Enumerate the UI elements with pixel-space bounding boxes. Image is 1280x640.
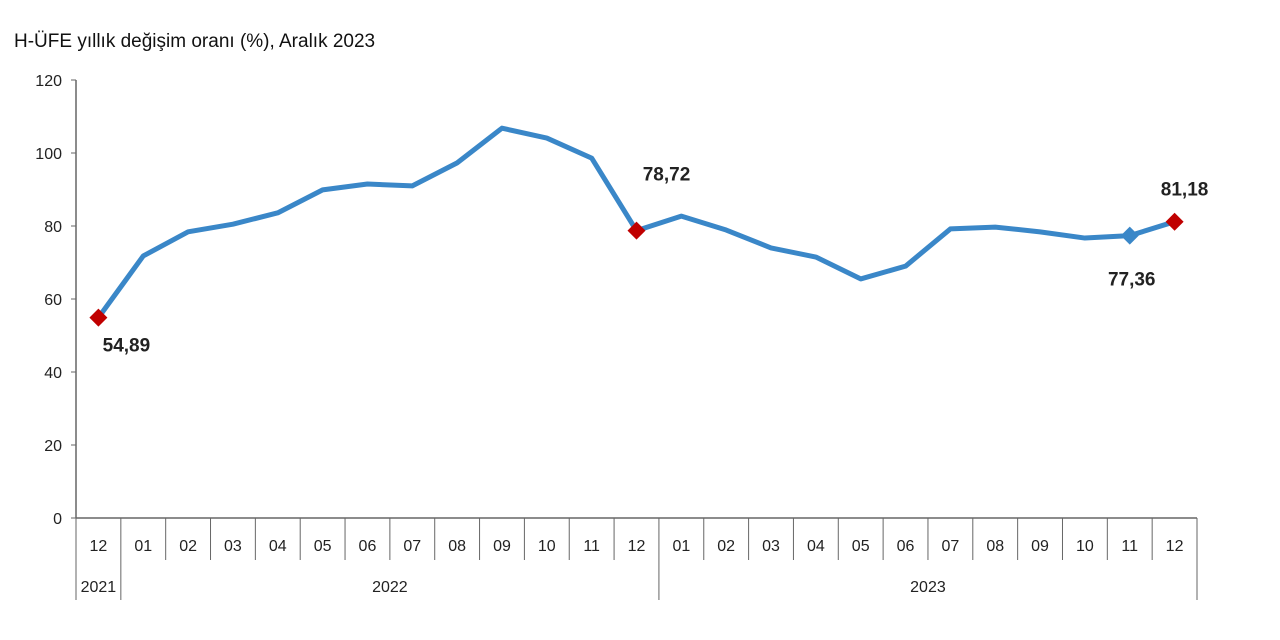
x-tick-label: 04 (269, 538, 287, 555)
x-tick-label: 12 (1166, 538, 1184, 555)
y-tick-label: 60 (44, 292, 62, 309)
x-tick-label: 02 (179, 538, 197, 555)
x-tick-label: 04 (807, 538, 825, 555)
x-tick-label: 01 (672, 538, 690, 555)
diamond-marker (627, 221, 646, 240)
x-tick-label: 01 (134, 538, 152, 555)
y-tick-label: 40 (44, 365, 62, 382)
x-year-label: 2023 (910, 579, 946, 596)
x-tick-label: 07 (403, 538, 421, 555)
x-tick-label: 05 (314, 538, 332, 555)
x-tick-label: 07 (941, 538, 959, 555)
y-tick-label: 80 (44, 219, 62, 236)
x-tick-label: 09 (493, 538, 511, 555)
data-label: 78,72 (643, 165, 691, 186)
x-year-label: 2022 (372, 579, 408, 596)
x-tick-label: 02 (717, 538, 735, 555)
diamond-marker (1165, 212, 1184, 231)
x-tick-label: 12 (628, 538, 646, 555)
y-tick-label: 100 (35, 146, 62, 163)
x-tick-label: 08 (448, 538, 466, 555)
y-tick-label: 20 (44, 438, 62, 455)
x-tick-label: 06 (359, 538, 377, 555)
diamond-marker (89, 308, 108, 327)
data-label: 54,89 (103, 336, 151, 357)
x-tick-label: 03 (224, 538, 242, 555)
x-tick-label: 11 (1121, 538, 1138, 555)
x-tick-label: 03 (762, 538, 780, 555)
y-tick-label: 0 (53, 511, 62, 528)
data-label: 77,36 (1108, 270, 1156, 291)
x-tick-label: 10 (1076, 538, 1094, 555)
x-tick-label: 11 (583, 538, 600, 555)
x-tick-label: 06 (897, 538, 915, 555)
x-tick-label: 08 (986, 538, 1004, 555)
x-year-label: 2021 (81, 579, 117, 596)
chart-title: H-ÜFE yıllık değişim oranı (%), Aralık 2… (14, 31, 376, 52)
diamond-marker (1120, 226, 1139, 245)
x-tick-label: 09 (1031, 538, 1049, 555)
x-tick-label: 10 (538, 538, 556, 555)
y-tick-label: 120 (35, 73, 62, 90)
data-label: 81,18 (1161, 180, 1209, 201)
x-tick-label: 05 (852, 538, 870, 555)
x-tick-label: 12 (90, 538, 108, 555)
